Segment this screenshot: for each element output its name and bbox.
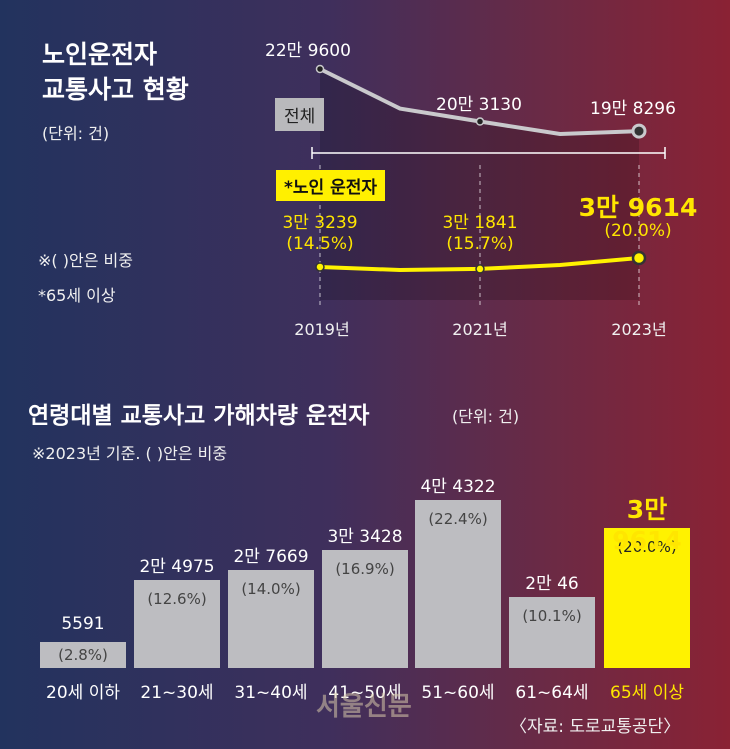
bar-share-label: (14.0%) [241, 580, 301, 599]
total-series-label: 전체 [275, 98, 325, 131]
bar-4: (22.4%) [415, 500, 501, 668]
bar-chart-title: 연령대별 교통사고 가해차량 운전자 [28, 403, 370, 429]
bar-share-label: (10.1%) [522, 607, 582, 626]
bar-2: (14.0%) [228, 570, 314, 668]
bar-0: (2.8%) [40, 642, 126, 668]
elderly-series-label: *노인 운전자 [276, 170, 386, 201]
bar-value-label: 3만 9614 [612, 495, 682, 556]
x-tick-2021: 2021년 [452, 320, 508, 339]
bar-value-label: 2만 46 [525, 574, 579, 595]
elderly-label-2021: 3만 1841 [442, 213, 518, 233]
watermark: 서울신문 [316, 692, 412, 722]
top-unit: (단위: 건) [42, 124, 110, 143]
total-label-2019: 22만 9600 [265, 41, 351, 61]
age-note: *65세 이상 [38, 286, 116, 305]
elderly-point [475, 264, 485, 274]
bar-3: (16.9%) [322, 550, 408, 668]
bar-5: (10.1%) [509, 597, 595, 668]
elderly-label-2019: 3만 3239 [282, 213, 358, 233]
top-title-line1: 노인운전자 [42, 40, 158, 69]
category-label: 31~40세 [234, 683, 308, 703]
elderly-share-2019: (14.5%) [286, 234, 354, 254]
category-label: 21~30세 [140, 683, 214, 703]
source-note: 〈자료: 도로교통공단〉 [510, 717, 681, 737]
total-label-2021: 20만 3130 [436, 95, 522, 115]
bar-value-label: 5591 [61, 614, 105, 634]
x-tick-2023: 2023년 [611, 320, 667, 339]
category-label: 51~60세 [421, 683, 495, 703]
elderly-point [631, 250, 647, 266]
bar-value-label: 3만 3428 [327, 527, 403, 548]
x-tick-2019: 2019년 [294, 320, 350, 339]
bar-chart-unit: (단위: 건) [452, 407, 520, 426]
category-label: 41~50세 [328, 683, 402, 703]
category-label: 20세 이하 [46, 683, 120, 703]
elderly-label-2023: 3만 9614 [578, 193, 698, 222]
total-point [315, 64, 325, 74]
category-label: 61~64세 [515, 683, 589, 703]
top-title-line2: 교통사고 현황 [42, 75, 189, 104]
category-label: 65세 이상 [610, 683, 684, 703]
total-point [475, 117, 485, 126]
elderly-share-2021: (15.7%) [446, 234, 514, 254]
elderly-point [315, 262, 325, 272]
total-label-2023: 19만 8296 [590, 99, 676, 119]
bar-share-label: (2.8%) [58, 646, 108, 664]
bar-1: (12.6%) [134, 579, 220, 668]
bar-value-label: 2만 7669 [233, 547, 309, 568]
bar-share-label: (22.4%) [428, 510, 488, 528]
bar-share-label: (12.6%) [147, 589, 207, 608]
line-chart [311, 64, 666, 305]
bar-share-label: (16.9%) [335, 560, 395, 579]
elderly-share-2023: (20.0%) [604, 221, 672, 241]
bar-chart-note: ※2023년 기준. ( )안은 비중 [32, 444, 228, 463]
share-note: ※( )안은 비중 [38, 251, 133, 270]
bar-value-label: 2만 4975 [139, 556, 215, 577]
total-point [631, 123, 647, 139]
bar-value-label: 4만 4322 [420, 477, 496, 497]
bar-share-label: (20.0%) [617, 538, 677, 557]
group-bracket [311, 147, 666, 159]
bar-6: (20.0%) [604, 528, 690, 668]
